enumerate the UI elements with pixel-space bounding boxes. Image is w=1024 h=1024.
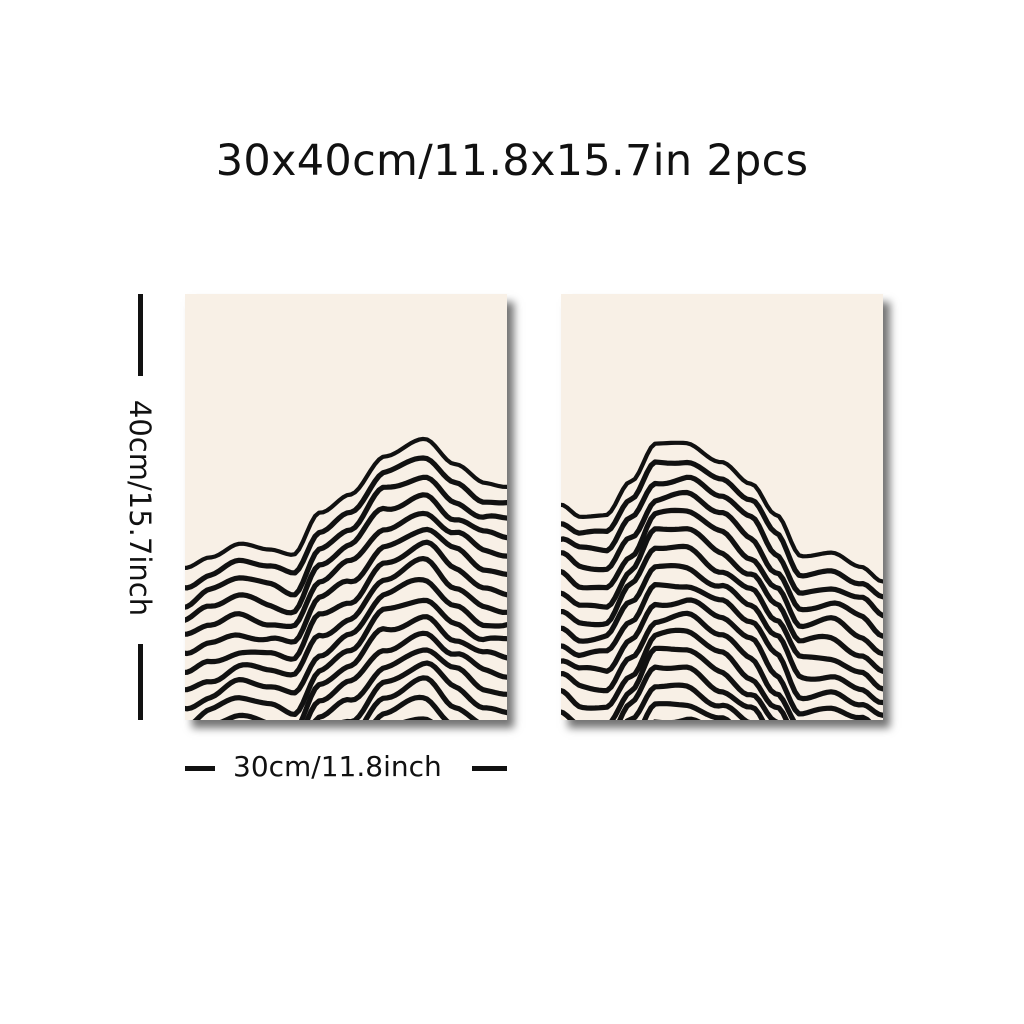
mountain-line-art-left xyxy=(185,294,507,720)
page-title: 30x40cm/11.8x15.7in 2pcs xyxy=(215,136,809,186)
width-dimension-label: 30cm/11.8inch xyxy=(233,750,442,783)
height-dimension-line-bottom xyxy=(138,644,143,720)
height-dimension-label: 40cm/15.7inch xyxy=(123,399,157,617)
width-dimension-line-right xyxy=(472,766,507,771)
height-dimension-line-top xyxy=(138,294,143,376)
canvas-panel-right xyxy=(561,294,883,720)
canvas-panel-left xyxy=(185,294,507,720)
width-dimension-line-left xyxy=(185,766,215,771)
mountain-line-art-right xyxy=(561,294,883,720)
